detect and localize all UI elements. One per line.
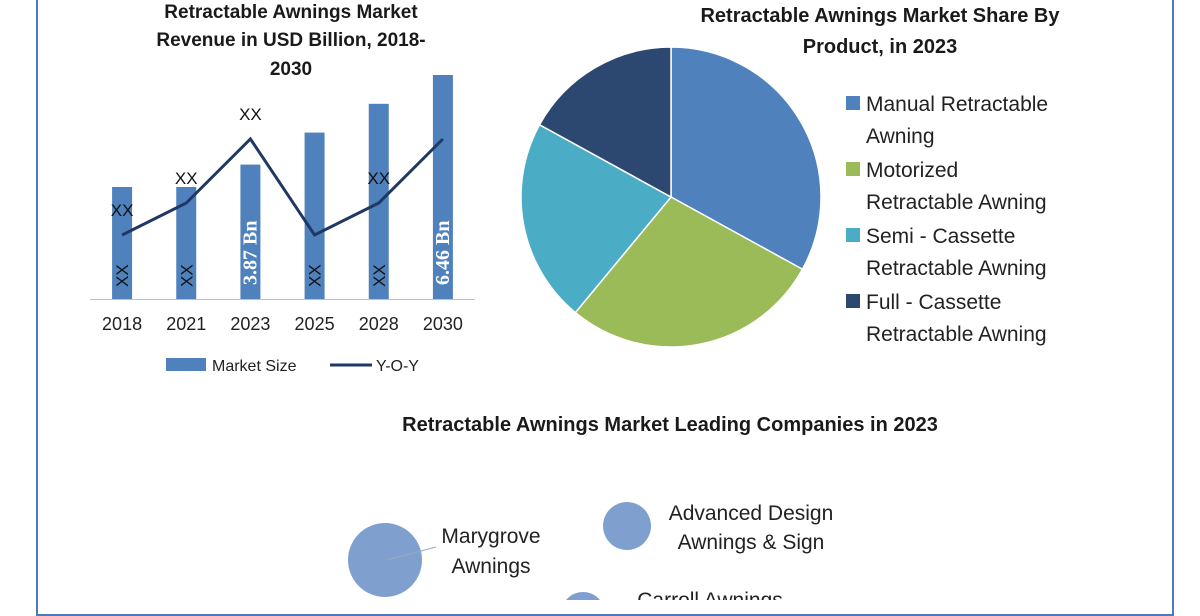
bar-value-label-2023: 3.87 Bn: [239, 221, 261, 285]
pie-legend-swatch-1: [846, 96, 860, 110]
x-tick-2025: 2025: [295, 314, 335, 334]
pie-legend-label-3-line-1: Semi - Cassette: [866, 225, 1015, 248]
company-label-marygrove-line-1: Marygrove: [441, 525, 540, 548]
company-label-advanced-design-line-2: Awnings & Sign: [678, 531, 825, 554]
pie-legend-label-3-line-2: Retractable Awning: [866, 257, 1047, 280]
pie-slice-3: [520, 123, 673, 314]
legend-swatch-market-size: [166, 358, 206, 371]
pie-legend-swatch-4: [846, 294, 860, 308]
x-tick-2028: 2028: [359, 314, 399, 334]
yoy-label-2021: XX: [175, 169, 198, 188]
pie-legend-swatch-2: [846, 162, 860, 176]
bar-2030: [432, 75, 453, 299]
pie-legend-label-1-line-1: Manual Retractable: [866, 93, 1048, 116]
x-tick-2030: 2030: [423, 314, 463, 334]
pie-legend-label-4-line-1: Full - Cassette: [866, 291, 1001, 314]
bar-chart-title-line-2: Revenue in USD Billion, 2018-: [156, 30, 425, 51]
bar-2021: [176, 187, 197, 299]
pie-chart: [520, 46, 822, 348]
x-tick-2021: 2021: [166, 314, 206, 334]
pie-legend-label-1-line-2: Awning: [866, 125, 935, 148]
pie-legend-label-2-line-2: Retractable Awning: [866, 191, 1047, 214]
companies-title: Retractable Awnings Market Leading Compa…: [402, 414, 938, 436]
yoy-line: [121, 136, 444, 237]
company-bubble-advanced-design: [603, 502, 651, 550]
pie-legend-label-2-line-1: Motorized: [866, 159, 958, 182]
legend-label-market-size: Market Size: [212, 358, 297, 375]
pie-slice-2: [574, 196, 804, 348]
bar-value-label-2018: XX: [113, 264, 132, 287]
bar-2025: [304, 132, 325, 299]
bar-value-label-2021: XX: [177, 264, 196, 287]
bar-chart-title-line-1: Retractable Awnings Market: [164, 2, 418, 23]
company-leader-line-marygrove: [386, 546, 437, 561]
legend-label-yoy: Y-O-Y: [376, 358, 419, 375]
pie-chart-title-line-1: Retractable Awnings Market Share By: [700, 5, 1060, 27]
x-tick-2023: 2023: [230, 314, 270, 334]
company-label-marygrove-line-2: Awnings: [452, 555, 531, 578]
yoy-label-2028: XX: [367, 169, 390, 188]
pie-slice-4: [538, 46, 672, 199]
company-bubble-carroll: [566, 592, 600, 600]
pie-legend-label-4-line-2: Retractable Awning: [866, 323, 1047, 346]
bar-2018: [112, 187, 133, 299]
bar-2023: [240, 164, 261, 299]
pie-slice-1: [670, 46, 822, 271]
pie-legend: Manual Retractable Awning Motorized Retract…: [846, 93, 1048, 346]
x-tick-2018: 2018: [102, 314, 142, 334]
bar-value-label-2025: XX: [306, 264, 325, 287]
infographic-canvas: Retractable Awnings Market Revenue in US…: [90, 2, 1060, 600]
bar-chart-title-line-3: 2030: [270, 59, 312, 80]
yoy-label-2023: XX: [239, 105, 262, 124]
bar-value-label-2028: XX: [370, 264, 389, 287]
bar-chart: 2018 XX 2021 XX 2023 3.87 Bn 2025 XX 2028 XX 2030 6…: [90, 75, 475, 334]
yoy-label-2018: XX: [111, 201, 134, 220]
bar-value-label-2030: 6.46 Bn: [432, 221, 454, 285]
pie-legend-swatch-3: [846, 228, 860, 242]
company-label-carroll: Carroll Awnings: [637, 589, 783, 600]
pie-chart-title-line-2: Product, in 2023: [803, 36, 958, 58]
company-bubble-marygrove: [348, 523, 422, 597]
company-label-advanced-design-line-1: Advanced Design: [669, 502, 834, 525]
